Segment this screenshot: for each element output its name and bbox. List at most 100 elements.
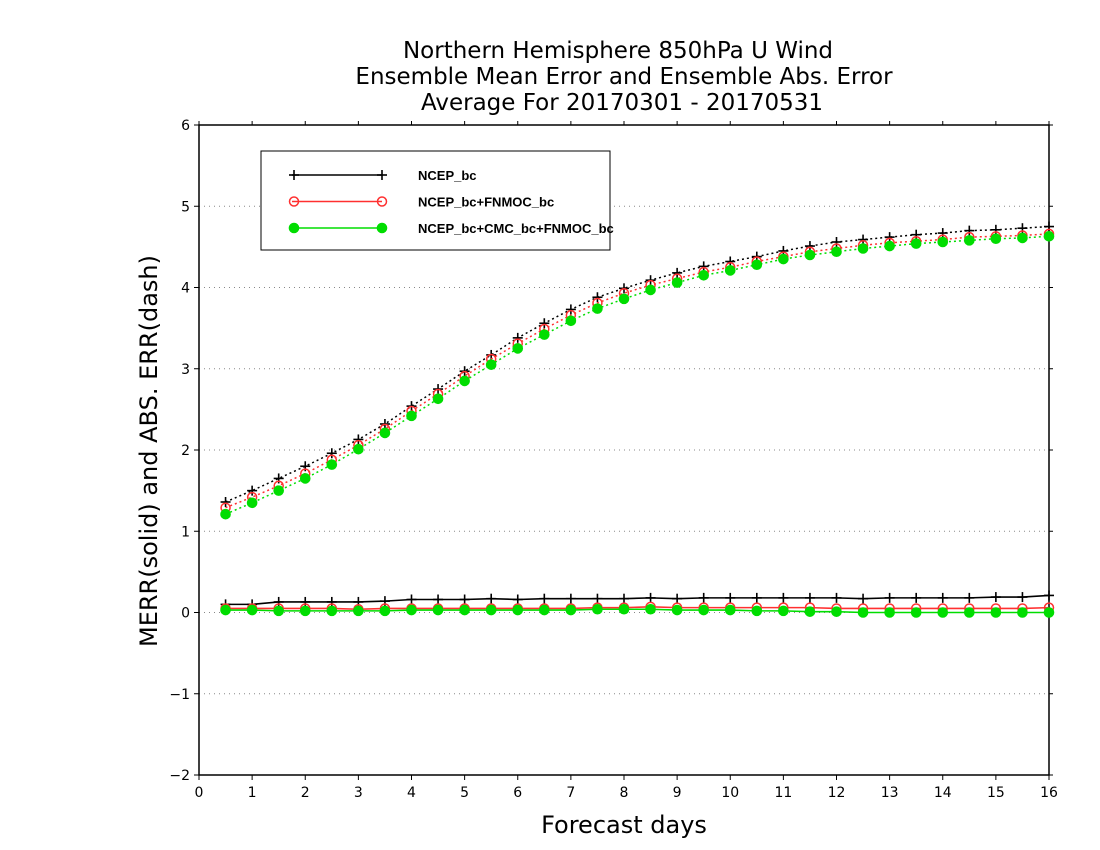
abs-err-line: [225, 225, 1050, 503]
abs-err-point: [247, 485, 258, 496]
abs-err-point: [831, 237, 842, 247]
merr-point: [937, 592, 948, 603]
abs-err-point: [512, 332, 523, 343]
x-tick-label: 1: [248, 785, 257, 801]
x-tick-label: 8: [620, 785, 629, 801]
abs-err-line: [225, 235, 1050, 515]
merr-point: [937, 607, 949, 618]
abs-err-point: [964, 235, 975, 246]
y-tick-label: 4: [181, 281, 190, 297]
y-tick-label: 1: [181, 524, 190, 540]
x-tick-label: 10: [721, 785, 739, 801]
x-tick-label: 7: [566, 785, 575, 801]
x-tick-label: 11: [774, 785, 792, 801]
abs-err-point: [910, 238, 922, 249]
merr-point: [1043, 607, 1055, 618]
y-tick-label: 2: [181, 443, 190, 459]
merr-point: [910, 607, 922, 618]
abs-err-point: [353, 443, 364, 455]
legend-item: NCEP_bc+CMC_bc+FNMOC_bc: [288, 221, 614, 236]
x-tick-label: 13: [881, 785, 899, 801]
merr-point: [964, 592, 975, 603]
merr-point: [353, 605, 364, 617]
merr-point: [964, 607, 975, 618]
legend-marker: [288, 196, 300, 207]
abs-err-point: [592, 303, 603, 314]
merr-point: [778, 605, 789, 617]
abs-err-point: [990, 224, 1001, 235]
series-layer: [220, 221, 1055, 618]
legend-marker: [376, 196, 388, 207]
merr-point: [804, 606, 816, 617]
merr-point: [459, 594, 470, 605]
abs-err-point: [618, 293, 630, 305]
merr-point: [725, 592, 736, 603]
merr-point: [831, 606, 842, 617]
x-tick-label: 0: [195, 785, 204, 801]
merr-point: [486, 593, 497, 604]
merr-point: [539, 593, 550, 604]
merr-point: [246, 604, 258, 616]
merr-point: [645, 592, 656, 603]
abs-err-point: [672, 267, 683, 278]
merr-point: [857, 607, 869, 618]
merr-point: [672, 593, 683, 604]
abs-err-point: [645, 284, 656, 296]
merr-point: [485, 604, 497, 616]
merr-point: [459, 604, 470, 616]
abs-err-point: [937, 228, 948, 239]
merr-point: [299, 605, 311, 617]
x-tick-label: 3: [354, 785, 363, 801]
merr-point: [778, 592, 789, 603]
series-1: [220, 228, 1055, 615]
legend-label: NCEP_bc+CMC_bc+FNMOC_bc: [418, 221, 614, 236]
abs-err-point: [353, 434, 364, 445]
abs-err-point: [725, 256, 736, 267]
merr-point: [300, 596, 311, 607]
legend-marker: [289, 170, 299, 180]
merr-point: [990, 592, 1001, 603]
merr-point: [432, 604, 444, 616]
abs-err-point: [671, 277, 683, 288]
abs-err-point: [911, 229, 922, 240]
merr-point: [858, 593, 869, 604]
title-line-2: Ensemble Mean Error and Ensemble Abs. Er…: [355, 64, 893, 90]
y-axis-label: MERR(solid) and ABS. ERR(dash): [135, 255, 163, 647]
abs-err-point: [804, 249, 816, 261]
abs-err-point: [432, 393, 444, 405]
abs-err-line: [225, 233, 1050, 509]
merr-point: [433, 594, 444, 605]
abs-err-point: [459, 375, 470, 387]
merr-point: [539, 604, 550, 616]
merr-point: [911, 592, 922, 603]
merr-point: [884, 607, 895, 618]
merr-point: [273, 605, 284, 617]
y-tick-label: 0: [181, 606, 190, 622]
grid: [199, 205, 1049, 695]
abs-err-point: [884, 232, 895, 243]
merr-point: [671, 604, 683, 616]
merr-point: [592, 603, 603, 615]
legend-label: NCEP_bc+FNMOC_bc: [418, 195, 554, 210]
merr-point: [645, 603, 656, 615]
merr-point: [724, 604, 736, 616]
abs-err-point: [220, 508, 231, 520]
abs-err-point: [884, 240, 895, 252]
abs-err-point: [751, 259, 763, 271]
merr-point: [220, 604, 231, 616]
merr-point: [406, 594, 417, 605]
x-tick-label: 14: [934, 785, 952, 801]
y-tick-label: −2: [169, 768, 190, 784]
merr-point: [326, 605, 338, 617]
merr-point: [698, 592, 709, 603]
abs-err-point: [565, 315, 577, 327]
x-axis-label: Forecast days: [541, 811, 707, 839]
merr-point: [1017, 592, 1028, 603]
legend-marker: [376, 222, 388, 234]
abs-err-point: [406, 410, 417, 422]
merr-point: [619, 593, 629, 604]
x-tick-label: 12: [828, 785, 846, 801]
abs-err-point: [778, 253, 789, 265]
